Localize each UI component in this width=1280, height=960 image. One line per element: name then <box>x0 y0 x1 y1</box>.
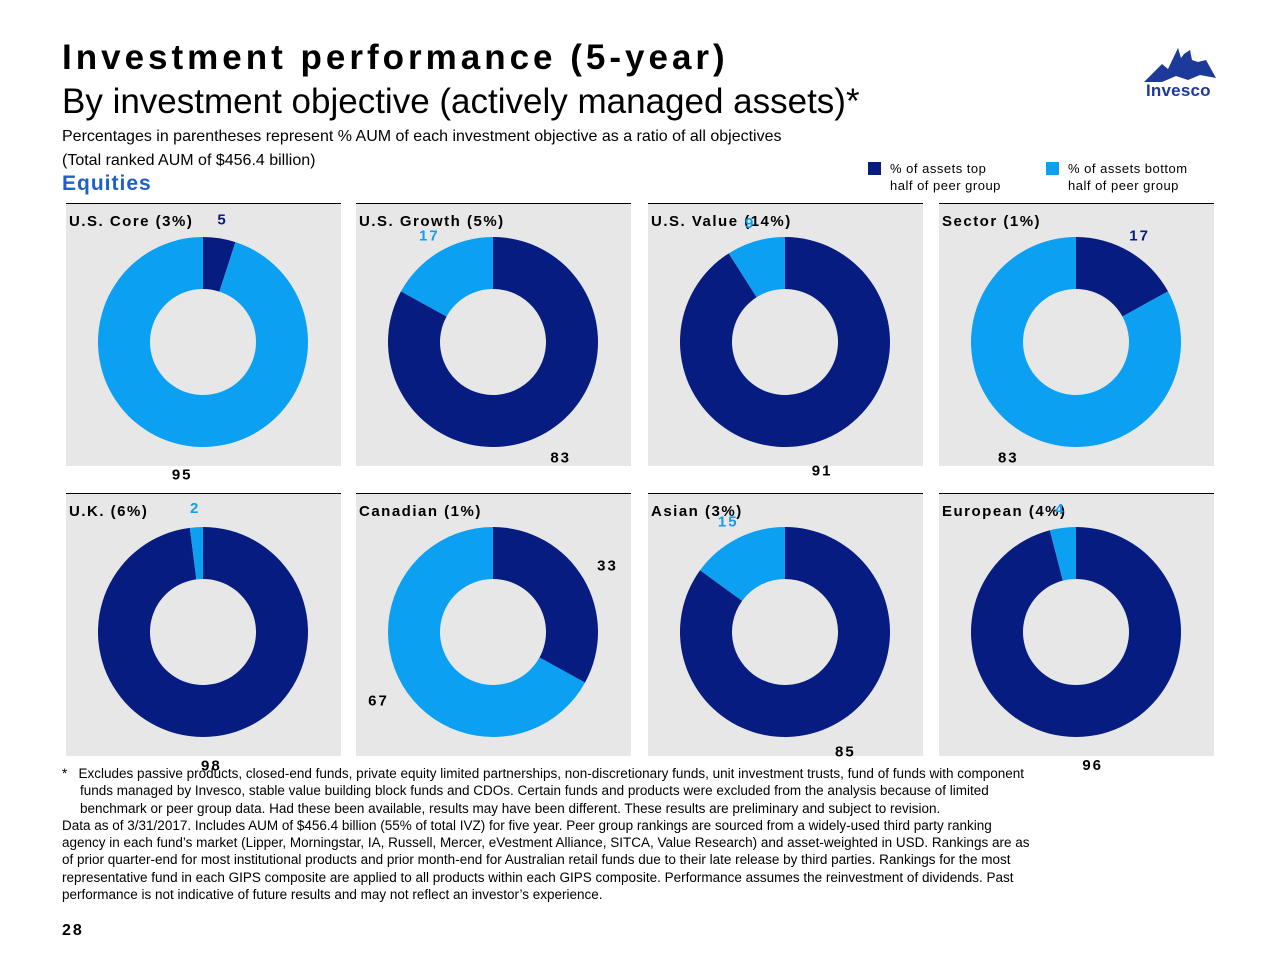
donut-slice-bottom-half <box>189 527 203 580</box>
donut-chart: 98 2 <box>98 500 308 775</box>
footnote-line-7: representative fund in each GIPS composi… <box>62 869 1014 885</box>
footnote-line-6: of prior quarter-end for most institutio… <box>62 852 1011 868</box>
footnote-line-5: agency in each fund’s market (Lipper, Mo… <box>62 835 1030 851</box>
data-label-bottom-half: 95 <box>172 466 193 483</box>
donut-chart: 96 4 <box>971 501 1181 774</box>
donut-slice-bottom-half <box>97 237 308 447</box>
data-label-bottom-half: 9 <box>745 215 755 232</box>
chart-title: Sector (1%) <box>942 213 1042 230</box>
donut-slice-top-half <box>493 527 598 683</box>
section-heading: Equities <box>62 172 152 195</box>
chart-title: U.K. (6%) <box>69 503 149 520</box>
footnote-line-3: benchmark or peer group data. Had these … <box>80 800 941 816</box>
data-label-top-half: 85 <box>835 744 856 761</box>
data-label-top-half: 17 <box>1129 227 1150 244</box>
donut-slice-top-half <box>680 237 890 447</box>
data-label-bottom-half: 67 <box>368 693 389 710</box>
footnote-line-2: funds managed by Invesco, stable value b… <box>80 783 989 799</box>
chart-panel: U.S. Core (3%) 5 95 <box>66 203 341 483</box>
chart-title: U.S. Core (3%) <box>69 213 194 230</box>
donut-slice-bottom-half <box>400 237 493 317</box>
total-aum-note: (Total ranked AUM of $456.4 billion) <box>62 152 316 169</box>
data-label-top-half: 98 <box>201 758 222 775</box>
donut-slice-top-half <box>98 527 308 737</box>
chart-title: Asian (3%) <box>651 503 743 520</box>
data-label-top-half: 96 <box>1082 757 1103 774</box>
donut-chart: 33 67 <box>368 527 618 737</box>
donut-slice-top-half <box>387 237 598 447</box>
chart-title: U.S. Value (14%) <box>651 213 792 230</box>
data-label-top-half: 5 <box>217 212 227 229</box>
data-label-top-half: 91 <box>812 463 833 480</box>
chart-panel: Canadian (1%) 33 67 <box>356 493 631 756</box>
chart-panel: Asian (3%) 85 15 <box>648 493 923 761</box>
legend-bottom-label-line1: % of assets bottom <box>1068 161 1188 176</box>
legend-swatch-bottom <box>1046 162 1059 175</box>
chart-title: Canadian (1%) <box>359 503 482 520</box>
donut-slice-top-half <box>203 237 236 292</box>
donut-slice-bottom-half <box>971 237 1181 447</box>
footnote-marker: * <box>62 766 68 781</box>
chart-panel: Sector (1%) 17 83 <box>939 203 1214 466</box>
footnote-line-1: Excludes passive products, closed-end fu… <box>78 766 1025 781</box>
data-label-bottom-half: 17 <box>419 227 440 244</box>
chart-panel: U.S. Value (14%) 91 9 <box>648 203 923 480</box>
donut-slice-bottom-half <box>700 527 785 601</box>
donut-slice-top-half <box>971 527 1181 737</box>
data-label-top-half: 33 <box>597 557 618 574</box>
data-label-bottom-half: 4 <box>1055 501 1065 518</box>
data-label-bottom-half: 2 <box>190 500 200 517</box>
donut-chart: 83 17 <box>387 227 598 466</box>
donut-chart: 5 95 <box>97 212 308 483</box>
donut-slice-bottom-half <box>388 527 586 737</box>
invesco-mountain-logo-icon <box>1144 48 1216 82</box>
chart-panel: European (4%) 96 4 <box>939 493 1214 774</box>
donut-chart: 91 9 <box>680 215 890 480</box>
donut-chart: 85 15 <box>680 514 890 761</box>
page-title: Investment performance (5-year) <box>62 38 729 77</box>
chart-panel: U.S. Growth (5%) 83 17 <box>356 203 631 466</box>
legend-top-label-line1: % of assets top <box>890 161 987 176</box>
chart-title: European (4%) <box>942 503 1067 520</box>
chart-panel: U.K. (6%) 98 2 <box>66 493 341 775</box>
page-subtitle: By investment objective (actively manage… <box>62 82 860 121</box>
legend-swatch-top <box>868 162 881 175</box>
footnote: * Excludes passive products, closed-end … <box>62 765 1222 903</box>
donut-slice-top-half <box>680 527 890 737</box>
legend-top-label-line2: half of peer group <box>890 178 1001 193</box>
donut-slice-bottom-half <box>728 237 785 298</box>
donut-slice-top-half <box>1076 237 1169 317</box>
data-label-top-half: 83 <box>550 449 571 466</box>
footnote-line-4: Data as of 3/31/2017. Includes AUM of $4… <box>62 817 992 833</box>
legend-bottom-label-line2: half of peer group <box>1068 178 1179 193</box>
invesco-logo-text: Invesco <box>1146 81 1211 100</box>
page-number: 28 <box>62 922 84 939</box>
aum-note: Percentages in parentheses represent % A… <box>62 128 782 145</box>
data-label-bottom-half: 83 <box>998 449 1019 466</box>
chart-title: U.S. Growth (5%) <box>359 213 505 230</box>
data-label-bottom-half: 15 <box>718 514 739 531</box>
footnote-line-8: performance is not indicative of future … <box>62 887 603 903</box>
donut-slice-bottom-half <box>1049 527 1076 581</box>
